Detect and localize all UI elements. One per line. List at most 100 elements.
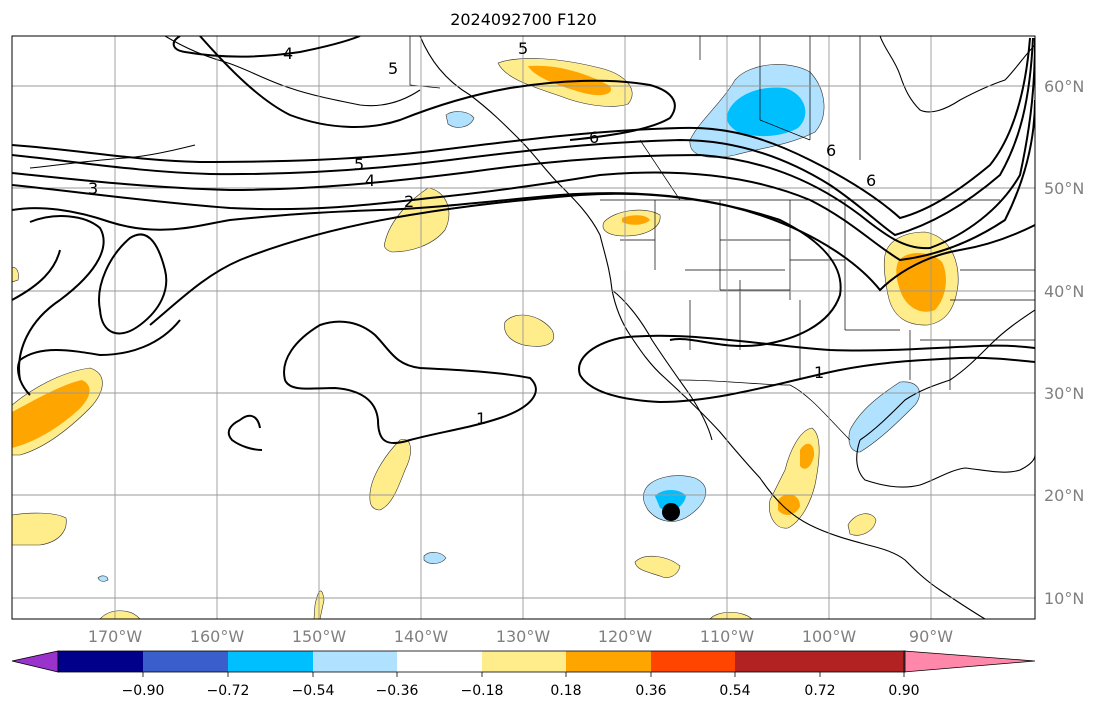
- colorbar-tick-label: −0.18: [461, 683, 504, 699]
- anomaly-positive-core: [778, 494, 800, 515]
- colorbar-tick-label: −0.36: [376, 683, 419, 699]
- colorbar-tick-label: 0.54: [719, 683, 750, 699]
- contour-line: [283, 320, 537, 445]
- contour-line: [12, 37, 1034, 237]
- alaska-border: [409, 36, 441, 89]
- colorbar-tick-label: −0.90: [122, 683, 165, 699]
- gridlines: [12, 36, 1035, 619]
- anomaly-positive-region: [383, 187, 450, 253]
- colorbar-ticks: [142, 672, 905, 677]
- contour-lines: [12, 36, 1035, 451]
- longitude-labels: 170°W 160°W 150°W 140°W 130°W 120°W 110°…: [88, 627, 953, 646]
- colorbar-segment: [143, 651, 229, 672]
- contour-line: [12, 37, 1031, 220]
- colorbar-segment: [228, 651, 314, 672]
- anomaly-negative-small: [445, 111, 475, 128]
- contour-label: 5: [388, 59, 398, 78]
- longitude-label: 90°W: [909, 627, 953, 646]
- map-frame: [11, 35, 1036, 620]
- contour-label: 6: [589, 128, 599, 147]
- contour-label: 1: [814, 363, 824, 382]
- boundaries: [409, 36, 1035, 441]
- latitude-label: 20°N: [1044, 486, 1084, 505]
- colorbar-segment: [820, 651, 905, 672]
- contour-line: [227, 414, 263, 451]
- anomaly-negative-region: [848, 381, 920, 453]
- latitude-label: 60°N: [1044, 77, 1084, 96]
- colorbar-segment: [566, 651, 652, 672]
- colorbar-extend-high: [903, 650, 1036, 673]
- anomaly-positive-region: [12, 512, 67, 546]
- longitude-label: 120°W: [598, 627, 653, 646]
- mexico-gulf-coastline: [856, 439, 1035, 488]
- colorbar-outline: [57, 650, 906, 673]
- contour-label: 1: [476, 409, 486, 428]
- anomaly-positive-region: [634, 555, 681, 578]
- colorbar-tick-label: −0.72: [207, 683, 250, 699]
- contour-line: [12, 192, 1035, 292]
- colorbar-segment: [651, 651, 737, 672]
- contour-label: 6: [866, 171, 876, 190]
- latitude-label: 50°N: [1044, 179, 1084, 198]
- latitude-label: 40°N: [1044, 282, 1084, 301]
- colorbar-tick-label: 0.18: [550, 683, 581, 699]
- contour-line: [12, 99, 1035, 262]
- contour-label: 4: [365, 171, 375, 190]
- us-mexico-border: [679, 379, 851, 441]
- latitude-label: 10°N: [1044, 589, 1084, 608]
- longitude-label: 160°W: [190, 627, 245, 646]
- contour-line: [149, 192, 842, 347]
- colorbar-segment: [58, 651, 144, 672]
- contour-labels: 4 5 5 6 5 4 3 2 6 6 1 1: [88, 39, 876, 428]
- anomaly-positive-core: [622, 215, 650, 225]
- colorbar-tick-label: 0.90: [888, 683, 919, 699]
- aleutian-chain: [29, 144, 196, 169]
- pacific-coastline: [419, 36, 986, 619]
- colorbar-segment: [397, 651, 483, 672]
- contour-line: [172, 36, 361, 58]
- contour-line: [199, 36, 676, 141]
- anomaly-positive-region: [847, 513, 877, 536]
- latitude-labels: 60°N 50°N 40°N 30°N 20°N 10°N: [1044, 77, 1084, 608]
- longitude-label: 110°W: [700, 627, 755, 646]
- contour-label: 5: [518, 39, 528, 58]
- longitude-label: 140°W: [394, 627, 449, 646]
- contour-line: [17, 319, 181, 396]
- longitude-label: 150°W: [292, 627, 347, 646]
- anomaly-positive-region: [369, 439, 411, 511]
- contour-label: 5: [354, 155, 364, 174]
- colorbar-segment: [313, 651, 399, 672]
- longitude-label: 170°W: [88, 627, 143, 646]
- colorbar-segment: [482, 651, 568, 672]
- colorbar: −0.90 −0.72 −0.54 −0.36 −0.18 0.18 0.36 …: [11, 650, 1036, 699]
- state-borders: [620, 200, 1035, 390]
- map-title: 2024092700 F120: [450, 10, 597, 29]
- anomaly-positive-core: [800, 443, 815, 469]
- anomaly-negative-small: [423, 552, 447, 564]
- contour-label: 4: [283, 44, 293, 63]
- anomaly-negative-core: [726, 87, 806, 137]
- contour-line: [98, 233, 168, 335]
- contour-label: 6: [826, 141, 836, 160]
- tropical-cyclone-marker: [662, 503, 680, 521]
- contour-line: [12, 215, 105, 381]
- longitude-label: 100°W: [802, 627, 857, 646]
- latitude-label: 30°N: [1044, 384, 1084, 403]
- colorbar-tick-label: −0.54: [292, 683, 335, 699]
- hudson-coastline: [879, 36, 1035, 113]
- colorbar-tick-label: 0.36: [635, 683, 666, 699]
- contour-line: [12, 37, 1035, 250]
- anomaly-negative-small: [97, 575, 109, 582]
- longitude-label: 130°W: [496, 627, 551, 646]
- anomaly-positive-small: [12, 267, 19, 283]
- colorbar-tick-label: 0.72: [804, 683, 835, 699]
- contour-label: 3: [88, 179, 98, 198]
- contour-line: [578, 334, 1035, 404]
- colorbar-segment: [735, 651, 821, 672]
- anomaly-positive-region: [504, 314, 554, 347]
- anomaly-positive-core: [12, 380, 90, 448]
- province-borders: [639, 36, 861, 201]
- colorbar-extend-low: [11, 650, 59, 673]
- baja-coastline: [611, 289, 713, 441]
